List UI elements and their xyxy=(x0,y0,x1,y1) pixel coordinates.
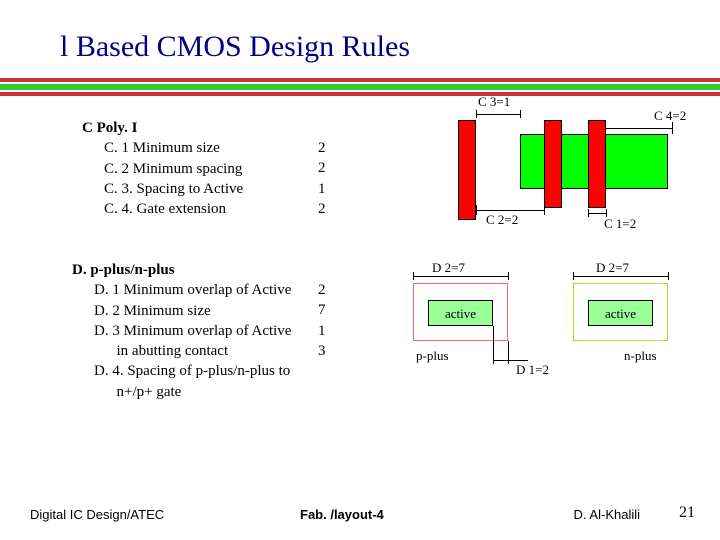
section-d-item: n+/p+ gate xyxy=(94,382,332,402)
dim-line xyxy=(520,110,521,118)
poly-diagram: C 3=1 C 4=2 C 2=2 C 1=2 xyxy=(420,110,700,250)
section-c-item: C. 4. Gate extension xyxy=(104,199,322,219)
rule-red-bottom xyxy=(0,92,720,96)
rule-red-top xyxy=(0,78,720,82)
section-d-value: 2 xyxy=(318,280,338,300)
section-d-item: D. 4. Spacing of p-plus/n-plus to xyxy=(94,361,332,381)
dim-line xyxy=(476,110,477,118)
section-d-value: 1 xyxy=(318,321,338,341)
label-d2-right: D 2=7 xyxy=(596,260,629,276)
section-c: C Poly. I C. 1 Minimum size C. 2 Minimum… xyxy=(82,118,322,219)
poly-rect-mid xyxy=(544,120,562,208)
footer-left: Digital IC Design/ATEC xyxy=(30,507,164,522)
dim-line xyxy=(588,213,606,214)
section-d-item: in abutting contact xyxy=(94,341,332,361)
slide-title: l Based CMOS Design Rules xyxy=(60,30,410,64)
section-d-header: D. p-plus/n-plus xyxy=(72,260,332,280)
page-number: 21 xyxy=(679,504,695,522)
footer-center: Fab. /layout-4 xyxy=(300,507,384,522)
label-nplus: n-plus xyxy=(624,348,657,364)
label-c3: C 3=1 xyxy=(478,94,510,110)
rule-green xyxy=(0,84,720,90)
poly-rect-right xyxy=(588,120,606,208)
poly-rect-left xyxy=(458,120,476,220)
dim-line xyxy=(606,128,672,129)
dim-line xyxy=(573,272,574,280)
dim-line xyxy=(544,205,545,215)
section-d-values: 2 7 1 3 xyxy=(318,280,338,361)
dim-line xyxy=(588,209,589,217)
section-d-value: 7 xyxy=(318,300,338,320)
label-d2-left: D 2=7 xyxy=(432,260,465,276)
dim-line xyxy=(413,272,414,280)
section-d: D. p-plus/n-plus D. 1 Minimum overlap of… xyxy=(72,260,332,402)
dim-line xyxy=(508,341,509,364)
section-c-values: 2 2 1 2 xyxy=(318,138,338,219)
label-c1: C 1=2 xyxy=(604,216,636,232)
section-c-header: C Poly. I xyxy=(82,118,322,138)
section-d-item: D. 2 Minimum size xyxy=(94,301,332,321)
label-c2: C 2=2 xyxy=(486,212,518,228)
dim-line xyxy=(476,114,520,115)
section-d-item: D. 3 Minimum overlap of Active xyxy=(94,321,332,341)
dim-line xyxy=(476,205,477,215)
section-c-item: C. 3. Spacing to Active xyxy=(104,179,322,199)
section-c-value: 2 xyxy=(318,138,338,158)
dim-line xyxy=(476,210,544,211)
active-right: active xyxy=(588,300,653,326)
footer-right: D. Al-Khalili xyxy=(574,507,640,522)
section-c-value: 1 xyxy=(318,179,338,199)
section-c-value: 2 xyxy=(318,158,338,178)
section-d-item: D. 1 Minimum overlap of Active xyxy=(94,280,332,300)
dim-line xyxy=(668,272,669,280)
active-left: active xyxy=(428,300,493,326)
dim-line xyxy=(493,326,494,364)
section-c-item: C. 1 Minimum size xyxy=(104,138,322,158)
label-pplus: p-plus xyxy=(416,348,449,364)
dim-line xyxy=(573,276,668,277)
section-c-value: 2 xyxy=(318,199,338,219)
dim-line xyxy=(493,360,528,361)
dim-line xyxy=(413,276,508,277)
section-d-value: 3 xyxy=(318,341,338,361)
label-c4: C 4=2 xyxy=(654,108,686,124)
label-d1: D 1=2 xyxy=(516,362,549,378)
dim-line xyxy=(508,272,509,280)
section-c-item: C. 2 Minimum spacing xyxy=(104,159,322,179)
pplus-nplus-diagram: D 2=7 D 2=7 active p-plus active n-plus … xyxy=(408,268,708,388)
